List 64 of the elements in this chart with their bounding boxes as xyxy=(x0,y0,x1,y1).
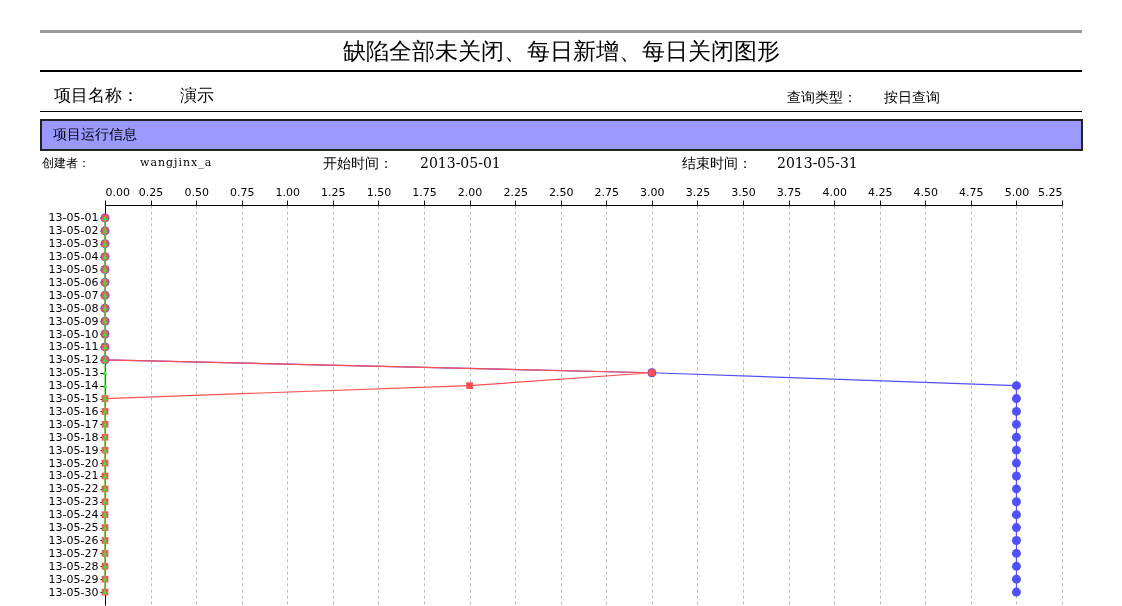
x-tick-label: 1.25 xyxy=(321,185,346,199)
y-tick-label: 13-05-19 xyxy=(48,443,99,457)
text: 开始时间： xyxy=(323,155,393,173)
y-tick-label: 13-05-29 xyxy=(48,572,99,586)
text: 2013-05-31 xyxy=(777,155,858,171)
x-tick-label: 0.25 xyxy=(138,185,164,199)
y-tick-label: 13-05-09 xyxy=(48,314,99,328)
x-tick-label: 4.75 xyxy=(959,185,984,199)
text: 查询类型： xyxy=(787,89,857,107)
chart-title: 缺陷全部未关闭、每日新增、每日关闭图形 xyxy=(341,37,781,66)
y-tick-label: 13-05-04 xyxy=(48,250,99,264)
x-tick-label: 0.50 xyxy=(184,185,209,199)
x-tick-label: 4.00 xyxy=(822,185,847,199)
x-tick-label: 2.00 xyxy=(457,185,483,199)
x-tick-label: 3.75 xyxy=(776,185,802,199)
x-tick-label: 3.00 xyxy=(640,185,665,199)
text: 演示 xyxy=(180,84,214,107)
text: 创建者： xyxy=(42,155,90,172)
x-tick-label: 3.25 xyxy=(685,185,711,199)
y-tick-label: 13-05-28 xyxy=(48,559,99,573)
x-tick-label: 2.75 xyxy=(594,185,620,199)
y-tick-label: 13-05-17 xyxy=(48,417,99,431)
y-tick-label: 13-05-02 xyxy=(48,224,99,238)
x-tick-label: 1.75 xyxy=(412,185,437,199)
y-tick-label: 13-05-03 xyxy=(48,237,99,251)
y-tick-label: 13-05-05 xyxy=(48,263,99,277)
y-tick-label: 13-05-16 xyxy=(48,404,99,418)
y-tick-label: 13-05-30 xyxy=(48,585,99,599)
x-tick-label: 4.25 xyxy=(867,185,893,199)
y-tick-label: 13-05-08 xyxy=(48,301,99,315)
y-tick-label: 13-05-11 xyxy=(48,340,99,354)
y-tick-label: 13-05-18 xyxy=(48,430,99,444)
y-tick-label: 13-05-14 xyxy=(48,379,99,393)
x-tick-label: 0.00 xyxy=(105,185,130,199)
x-tick-label: 2.25 xyxy=(503,185,528,199)
x-tick-label: 3.50 xyxy=(731,185,756,199)
y-tick-label: 13-05-26 xyxy=(48,533,99,547)
text: 2013-05-01 xyxy=(420,155,501,171)
y-tick-label: 13-05-01 xyxy=(48,211,99,225)
y-tick-label: 13-05-25 xyxy=(48,521,99,535)
text: 项目运行信息 xyxy=(53,126,137,144)
y-tick-label: 13-05-13 xyxy=(48,366,99,380)
text: wangjinx_a xyxy=(140,156,213,169)
y-tick-label: 13-05-07 xyxy=(48,288,99,302)
y-tick-label: 13-05-23 xyxy=(48,495,99,509)
y-tick-label: 13-05-20 xyxy=(48,456,99,470)
text: 项目名称： xyxy=(54,84,139,107)
y-tick-label: 13-05-24 xyxy=(48,508,99,522)
y-tick-label: 13-05-15 xyxy=(48,392,99,406)
text: 结束时间： xyxy=(682,155,752,173)
text: 按日查询 xyxy=(884,89,940,107)
x-tick-label: 2.50 xyxy=(548,185,574,199)
x-tick-label: 0.75 xyxy=(229,185,255,199)
x-tick-label: 5.00 xyxy=(1004,185,1030,199)
y-tick-label: 13-05-21 xyxy=(48,469,99,483)
y-tick-label: 13-05-06 xyxy=(48,275,99,289)
y-tick-label: 13-05-27 xyxy=(48,546,99,560)
y-tick-label: 13-05-10 xyxy=(48,327,99,341)
x-tick-label: 4.50 xyxy=(913,185,939,199)
y-tick-label: 13-05-12 xyxy=(48,353,99,367)
x-tick-label: 1.50 xyxy=(366,185,392,199)
y-tick-label: 13-05-22 xyxy=(48,482,99,496)
x-tick-label: 5.25 xyxy=(1038,185,1063,199)
x-tick-label: 1.00 xyxy=(275,185,301,199)
